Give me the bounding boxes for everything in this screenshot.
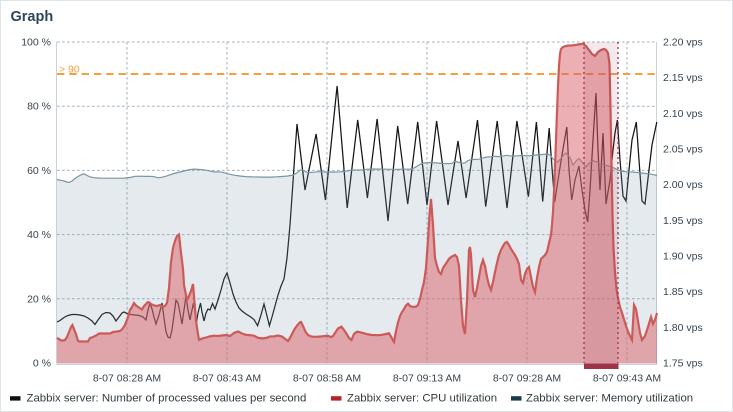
svg-text:> 90: > 90	[59, 64, 80, 76]
svg-text:Graph: Graph	[11, 9, 54, 25]
svg-text:2.00 vps: 2.00 vps	[663, 179, 703, 191]
svg-text:20 %: 20 %	[27, 293, 51, 305]
svg-text:1.90 vps: 1.90 vps	[663, 251, 703, 263]
svg-text:1.75 vps: 1.75 vps	[663, 358, 703, 370]
svg-text:2.15 vps: 2.15 vps	[663, 72, 703, 84]
svg-text:Zabbix server: CPU utilization: Zabbix server: CPU utilization	[347, 393, 497, 405]
svg-text:8-07 09:43 AM: 8-07 09:43 AM	[593, 373, 661, 385]
svg-text:40 %: 40 %	[27, 229, 51, 241]
svg-text:Zabbix server: Number of proce: Zabbix server: Number of processed value…	[27, 393, 307, 405]
svg-text:2.10 vps: 2.10 vps	[663, 108, 703, 120]
svg-text:0 %: 0 %	[33, 358, 51, 370]
svg-text:60 %: 60 %	[27, 165, 51, 177]
svg-text:1.80 vps: 1.80 vps	[663, 322, 703, 334]
svg-text:8-07 09:13 AM: 8-07 09:13 AM	[393, 373, 461, 385]
svg-text:2.20 vps: 2.20 vps	[663, 37, 703, 49]
svg-text:8-07 08:43 AM: 8-07 08:43 AM	[193, 373, 261, 385]
svg-text:8-07 08:28 AM: 8-07 08:28 AM	[93, 373, 161, 385]
svg-text:8-07 09:28 AM: 8-07 09:28 AM	[493, 373, 561, 385]
svg-text:Zabbix server: Memory utilizat: Zabbix server: Memory utilization	[526, 393, 693, 405]
svg-text:1.95 vps: 1.95 vps	[663, 215, 703, 227]
svg-text:80 %: 80 %	[27, 101, 51, 113]
svg-text:100 %: 100 %	[21, 37, 51, 49]
svg-text:8-07 08:58 AM: 8-07 08:58 AM	[293, 373, 361, 385]
svg-text:2.05 vps: 2.05 vps	[663, 144, 703, 156]
svg-text:1.85 vps: 1.85 vps	[663, 286, 703, 298]
